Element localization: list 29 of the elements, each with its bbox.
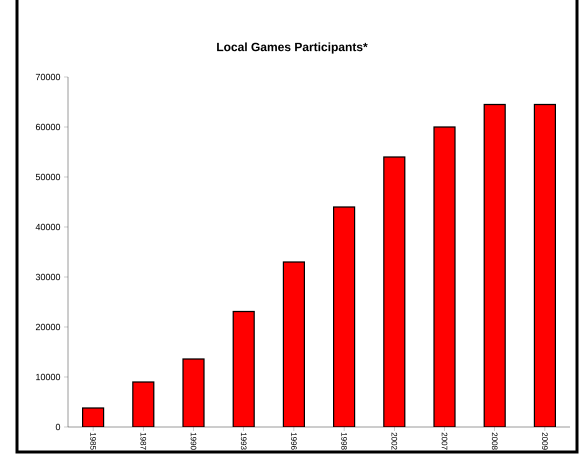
x-tick-label: 1987 bbox=[140, 432, 146, 450]
bar bbox=[132, 381, 154, 427]
x-tick-label: 2007 bbox=[442, 432, 448, 450]
bar bbox=[383, 156, 406, 427]
x-tick-label: 2009 bbox=[542, 432, 548, 450]
bar bbox=[333, 206, 356, 427]
y-tick-label: 50000 bbox=[36, 174, 60, 180]
x-tick-label: 1993 bbox=[240, 432, 247, 450]
y-tick-label: 20000 bbox=[36, 324, 60, 330]
x-tick-label: 1985 bbox=[90, 432, 96, 450]
bar bbox=[232, 310, 255, 427]
x-tick-label: 1998 bbox=[341, 432, 347, 450]
y-tick-label: 60000 bbox=[36, 124, 60, 130]
bar bbox=[82, 407, 104, 427]
y-tick-label: 30000 bbox=[36, 274, 60, 280]
bar bbox=[182, 358, 205, 427]
x-tick-label: 1990 bbox=[190, 432, 196, 450]
bar bbox=[282, 261, 306, 427]
y-tick-label: 10000 bbox=[36, 374, 60, 380]
bar bbox=[534, 104, 556, 427]
chart-title: Local Games Participants* bbox=[217, 42, 368, 54]
bar bbox=[484, 104, 506, 427]
x-tick-label: 1996 bbox=[291, 432, 297, 450]
bar bbox=[433, 126, 456, 427]
y-tick-label: 70000 bbox=[36, 74, 60, 80]
x-tick-label: 2008 bbox=[492, 432, 498, 450]
x-tick-label: 2002 bbox=[391, 432, 398, 450]
y-tick-label: 40000 bbox=[36, 224, 60, 230]
y-tick-label: 0 bbox=[56, 424, 60, 430]
